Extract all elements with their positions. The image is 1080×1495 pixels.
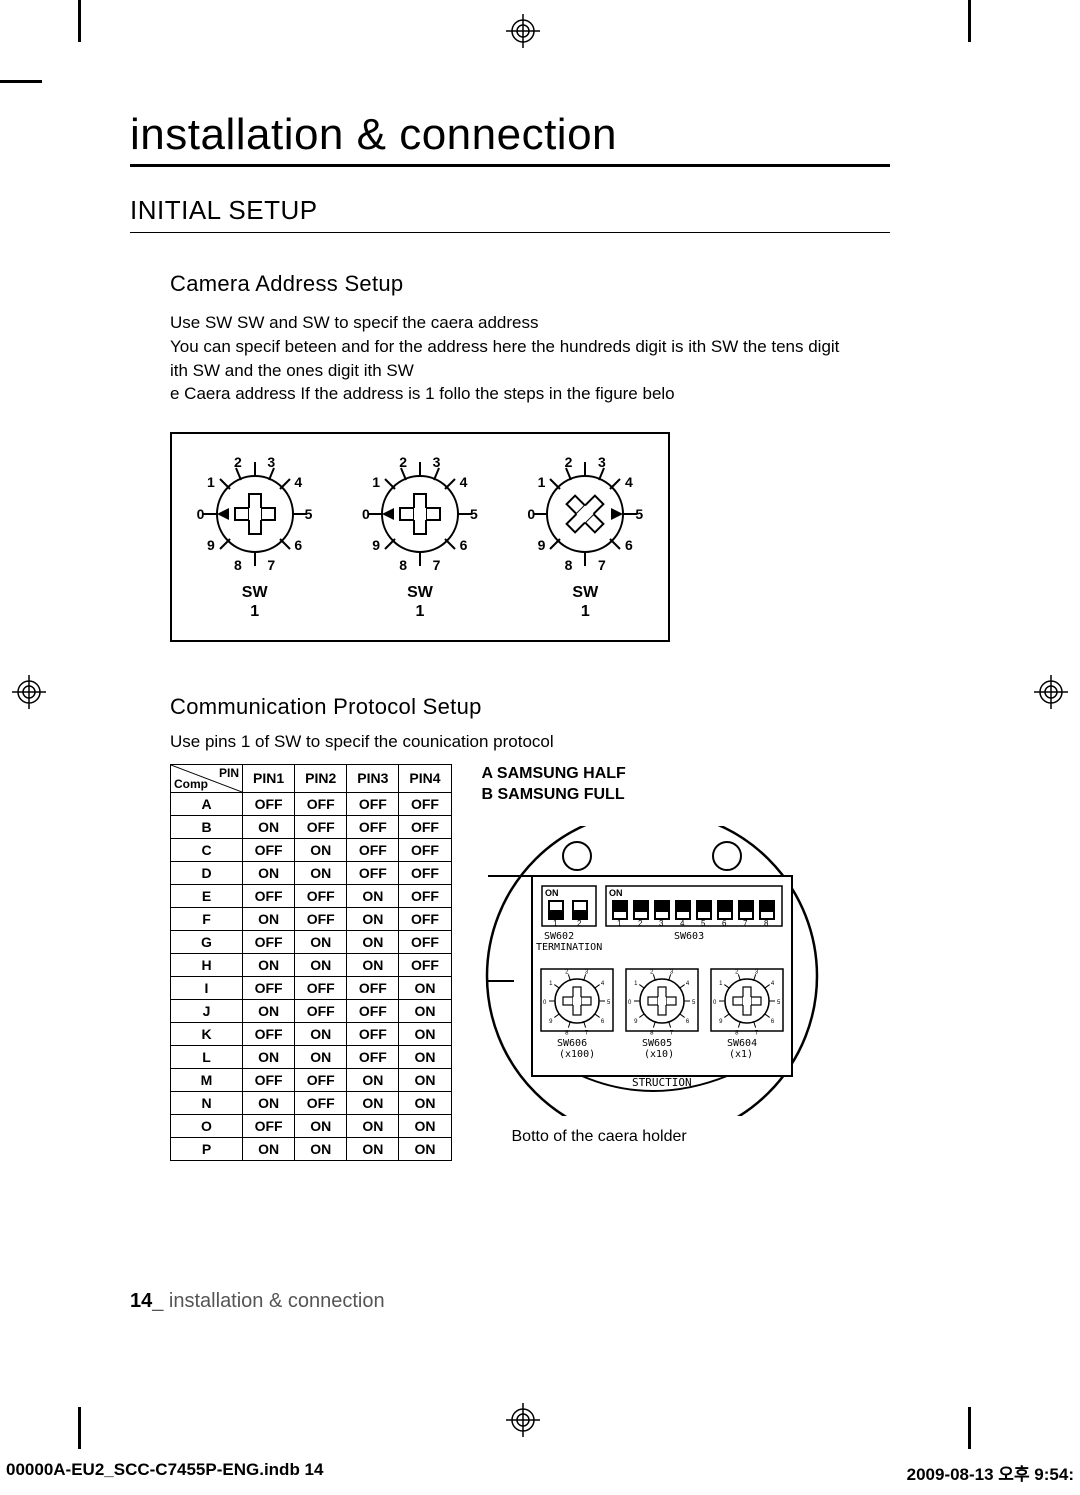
dial-number: 5 — [470, 506, 478, 522]
dial-number: 3 — [433, 454, 441, 470]
dial-number: 3 — [598, 454, 606, 470]
dial-number: 3 — [267, 454, 275, 470]
dial-number: 8 — [565, 557, 573, 573]
rotary-dial-icon — [195, 454, 315, 574]
table-header: PIN3 — [347, 764, 399, 792]
dial-number: 4 — [625, 474, 633, 490]
dial-number: 9 — [207, 537, 215, 553]
svg-text:ON: ON — [545, 888, 559, 898]
page-footer: 14_ installation & connection — [130, 1290, 385, 1313]
table-row: MOFFOFFONON — [171, 1068, 452, 1091]
rotary-dial-icon — [525, 454, 645, 574]
page-content: installation & connection INITIAL SETUP … — [130, 110, 890, 1161]
svg-text:(x100): (x100) — [559, 1049, 595, 1060]
crop-mark — [78, 0, 81, 42]
svg-text:(x1): (x1) — [729, 1049, 753, 1060]
registration-mark-icon — [506, 1403, 540, 1437]
dial-number: 4 — [460, 474, 468, 490]
dial-number: 7 — [433, 557, 441, 573]
dial-number: 2 — [565, 454, 573, 470]
table-row: NONOFFONON — [171, 1091, 452, 1114]
dial-number: 1 — [372, 474, 380, 490]
protocol-table: PIN Comp PIN1 PIN2 PIN3 PIN4 AOFFOFFOFFO… — [170, 764, 452, 1161]
protocol-legend: A SAMSUNG HALF B SAMSUNG FULL — [482, 764, 891, 806]
svg-text:SW604: SW604 — [727, 1038, 757, 1049]
svg-text:STRUCTION: STRUCTION — [632, 1076, 692, 1089]
crop-mark — [968, 0, 971, 42]
dial-number: 0 — [527, 506, 535, 522]
dial-number: 8 — [399, 557, 407, 573]
table-row: LONONOFFON — [171, 1045, 452, 1068]
dial-number: 0 — [197, 506, 205, 522]
svg-text:3: 3 — [659, 919, 664, 928]
dial-number: 1 — [207, 474, 215, 490]
rotary-dial-icon — [360, 454, 480, 574]
dial-number: 8 — [234, 557, 242, 573]
board-caption: Botto of the caera holder — [512, 1128, 891, 1146]
registration-mark-icon — [1034, 675, 1068, 709]
svg-text:2: 2 — [577, 919, 582, 928]
protocol-heading: Communication Protocol Setup — [170, 694, 890, 720]
table-row: KOFFONOFFON — [171, 1022, 452, 1045]
dial-number: 5 — [305, 506, 313, 522]
dial-number: 7 — [598, 557, 606, 573]
protocol-intro: Use pins 1 of SW to specif the counicati… — [170, 730, 850, 754]
table-row: PONONONON — [171, 1137, 452, 1160]
svg-text:SW605: SW605 — [642, 1038, 672, 1049]
table-row: GOFFONONOFF — [171, 930, 452, 953]
dial-number: 9 — [372, 537, 380, 553]
rotary-switch-diagram: SW1 0123456789 SW1 0123456789 — [170, 432, 670, 642]
svg-text:1: 1 — [553, 919, 558, 928]
registration-mark-icon — [506, 14, 540, 48]
dial-number: 4 — [294, 474, 302, 490]
table-row: BONOFFOFFOFF — [171, 815, 452, 838]
svg-text:4: 4 — [680, 919, 685, 928]
table-row: COFFONOFFOFF — [171, 838, 452, 861]
dial-number: 6 — [625, 537, 633, 553]
camera-setup-heading: Camera Address Setup — [170, 271, 890, 297]
table-row: DONONOFFOFF — [171, 861, 452, 884]
svg-text:(x10): (x10) — [644, 1049, 674, 1060]
registration-mark-icon — [12, 675, 46, 709]
crop-mark — [968, 1407, 971, 1449]
svg-text:6: 6 — [722, 919, 727, 928]
dial-number: 7 — [267, 557, 275, 573]
dial-number: 1 — [538, 474, 546, 490]
table-header: PIN2 — [295, 764, 347, 792]
table-row: OOFFONONON — [171, 1114, 452, 1137]
table-row: EOFFOFFONOFF — [171, 884, 452, 907]
board-illustration: ON 1 2 SW602 TERMINATION ON 1 2 3 4 5 6 7 8 SW60… — [482, 826, 822, 1116]
table-header: PIN1 — [243, 764, 295, 792]
table-row: AOFFOFFOFFOFF — [171, 792, 452, 815]
svg-text:7: 7 — [743, 919, 748, 928]
table-row: JONOFFOFFON — [171, 999, 452, 1022]
camera-setup-text: Use SW SW and SW to specif the caera add… — [170, 311, 850, 406]
sw602-label: SW602 — [544, 931, 574, 942]
table-header: PIN4 — [399, 764, 451, 792]
dial-number: 9 — [538, 537, 546, 553]
chapter-title: installation & connection — [130, 110, 890, 167]
dial-number: 2 — [234, 454, 242, 470]
dial-number: 6 — [460, 537, 468, 553]
crop-mark — [78, 1407, 81, 1449]
print-footer: 00000A-EU2_SCC-C7455P-ENG.indb 14 2009-0… — [0, 1460, 1080, 1485]
table-row: IOFFOFFOFFON — [171, 976, 452, 999]
svg-text:ON: ON — [609, 888, 623, 898]
dial-number: 6 — [294, 537, 302, 553]
svg-text:5: 5 — [701, 919, 706, 928]
svg-text:8: 8 — [764, 919, 769, 928]
table-row: HONONONOFF — [171, 953, 452, 976]
crop-mark — [0, 80, 42, 83]
dial-number: 0 — [362, 506, 370, 522]
svg-text:SW603: SW603 — [674, 931, 704, 942]
svg-text:SW606: SW606 — [557, 1038, 587, 1049]
svg-text:TERMINATION: TERMINATION — [536, 942, 602, 953]
table-corner-cell: PIN Comp — [171, 764, 243, 792]
dial-number: 2 — [399, 454, 407, 470]
svg-text:2: 2 — [638, 919, 643, 928]
section-title: INITIAL SETUP — [130, 195, 890, 233]
dial-number: 5 — [635, 506, 643, 522]
svg-text:1: 1 — [617, 919, 622, 928]
table-row: FONOFFONOFF — [171, 907, 452, 930]
